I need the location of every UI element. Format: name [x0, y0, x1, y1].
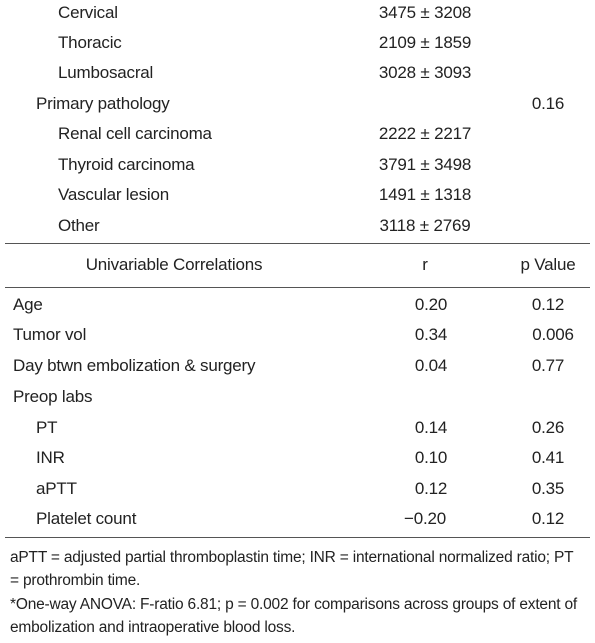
- rule: [5, 243, 590, 244]
- row-label: Preop labs: [13, 387, 93, 406]
- cell: 3118 ± 2769: [379, 216, 471, 235]
- cell: 0.34: [414, 325, 448, 344]
- cell: 2109 ± 1859: [378, 33, 472, 52]
- cell: 2222 ± 2217: [378, 124, 472, 143]
- footnote: *One-way ANOVA: F-ratio 6.81; p = 0.002 …: [10, 596, 577, 636]
- row-label: Thyroid carcinoma: [58, 155, 195, 174]
- row-label: INR: [36, 448, 65, 467]
- cell: 0.26: [531, 418, 565, 437]
- header: p Value: [520, 255, 576, 274]
- cell: −0.20: [403, 509, 447, 528]
- row-label: Lumbosacral: [58, 63, 154, 82]
- cell: 0.14: [414, 418, 448, 437]
- cell: 0.04: [414, 356, 448, 375]
- footnote: aPTT = adjusted partial thromboplastin t…: [10, 549, 574, 589]
- cell: 0.10: [414, 448, 448, 467]
- cell: 0.16: [531, 94, 565, 113]
- row-label: Primary pathology: [36, 94, 170, 113]
- cell: 0.12: [414, 479, 448, 498]
- cell: 1491 ± 1318: [378, 185, 472, 204]
- header: Univariable Correlations: [85, 255, 263, 274]
- cell: 0.35: [531, 479, 565, 498]
- cell: 0.12: [531, 295, 565, 314]
- header: r: [422, 255, 428, 274]
- cell: 0.41: [531, 448, 565, 467]
- cell: 0.77: [531, 356, 565, 375]
- row-label: Day btwn embolization & surgery: [13, 356, 256, 375]
- cell: 3791 ± 3498: [378, 155, 472, 174]
- cell: 0.20: [414, 295, 448, 314]
- cell: 0.006: [532, 325, 574, 344]
- row-label: Age: [13, 295, 43, 314]
- row-label: Renal cell carcinoma: [58, 124, 212, 143]
- row-label: aPTT: [36, 479, 77, 498]
- cell: 0.12: [531, 509, 565, 528]
- rule: [5, 287, 590, 288]
- row-label: PT: [36, 418, 58, 437]
- rule: [5, 537, 590, 538]
- row-label: Platelet count: [36, 509, 137, 528]
- cell: 3475 ± 3208: [378, 3, 472, 22]
- row-label: Vascular lesion: [58, 185, 170, 204]
- row-label: Tumor vol: [13, 325, 87, 344]
- row-label: Cervical: [58, 3, 118, 22]
- cell: 3028 ± 3093: [378, 63, 472, 82]
- row-label: Other: [58, 216, 100, 235]
- row-label: Thoracic: [58, 33, 122, 52]
